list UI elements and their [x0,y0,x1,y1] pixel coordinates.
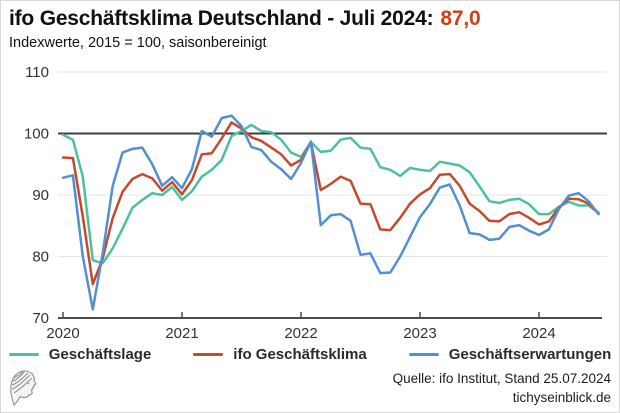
website-line: tichyseinblick.de [512,390,611,406]
legend-item-geschaeftslage: Geschäftslage [8,346,152,363]
geschaeftserwartungen-line-swatch [408,353,439,356]
y-tick-label: 110 [25,64,49,81]
title-text: ifo Geschäftsklima Deutschland - Juli 20… [9,7,434,30]
x-tick-label: 2020 [46,325,79,342]
page-title: ifo Geschäftsklima Deutschland - Juli 20… [9,7,611,31]
line-ifo_geschaeftsklima [61,121,600,286]
line-geschaeftserwartungen [61,114,600,311]
x-tick-label: 2021 [165,325,198,342]
ifo-geschaeftsklima-line-swatch [193,353,224,356]
title-value: 87,0 [440,7,481,30]
source-attribution: Quelle: ifo Institut, Stand 25.07.2024 t… [393,370,611,408]
y-tick-label: 80 [32,249,49,266]
legend-item-geschaeftserwartungen: Geschäftserwartungen [408,346,612,363]
legend-label: Geschäftslage [48,346,152,363]
x-tick-label: 2024 [522,325,555,342]
legend-item-ifo-geschaeftsklima: ifo Geschäftsklima [193,346,367,363]
legend-label: ifo Geschäftsklima [233,346,367,363]
chart-legend: Geschäftslage ifo Geschäftsklima Geschäf… [1,346,619,363]
y-tick-label: 100 [24,126,49,143]
geschaeftslage-line-swatch [8,353,39,356]
tichys-einblick-head-logo [10,370,37,407]
legend-label: Geschäftserwartungen [448,346,612,363]
line-geschaeftslage [61,123,600,265]
y-tick-label: 90 [32,187,49,204]
y-tick-label: 70 [32,310,49,327]
chart-subtitle: Indexwerte, 2015 = 100, saisonbereinigt [9,35,267,51]
chart-header: ifo Geschäftsklima Deutschland - Juli 20… [9,7,611,51]
x-tick-label: 2022 [284,325,317,342]
source-line: Quelle: ifo Institut, Stand 25.07.2024 [392,371,611,387]
x-tick-label: 2023 [403,325,436,342]
